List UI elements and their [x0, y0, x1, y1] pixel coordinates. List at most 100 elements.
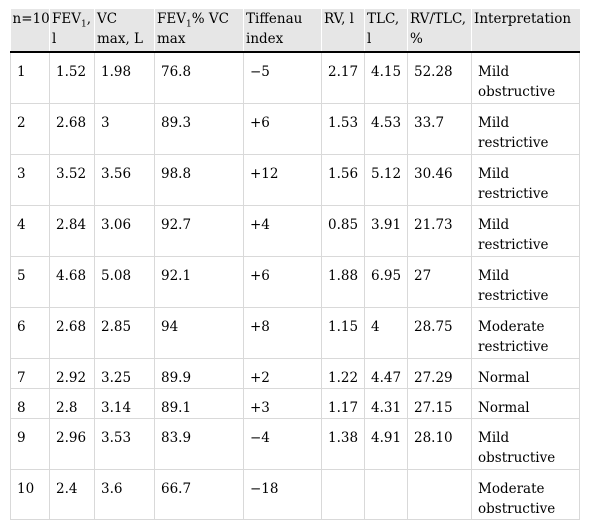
cell-rv-tlc: 30.46	[407, 154, 472, 206]
cell-interpretation: Mild restrictive	[471, 256, 580, 308]
cell-vc-max: 3	[94, 103, 155, 155]
cell-tlc: 6.95	[364, 256, 408, 308]
cell-tiffenau-index: +4	[243, 205, 322, 257]
cell-tiffenau-index: −5	[243, 52, 322, 104]
table-row: 7 2.92 3.25 89.9 +2 1.22 4.47 27.29 Normal	[10, 358, 580, 389]
table-row: 10 2.4 3.6 66.7 −18 Moderate obstructive	[10, 469, 580, 520]
cell-vc-max: 5.08	[94, 256, 155, 308]
header-fev1-vc-max: FEV1% VC max	[154, 9, 244, 53]
cell-n: 1	[10, 52, 50, 104]
cell-rv: 1.22	[321, 358, 365, 389]
cell-rv: 1.53	[321, 103, 365, 155]
cell-vc-max: 3.56	[94, 154, 155, 206]
cell-rv: 1.88	[321, 256, 365, 308]
cell-n: 8	[10, 388, 50, 419]
table-row: 3 3.52 3.56 98.8 +12 1.56 5.12 30.46 Mild restri…	[10, 154, 580, 206]
cell-rv-tlc	[407, 469, 472, 520]
cell-tiffenau-index: −4	[243, 418, 322, 470]
cell-rv: 0.85	[321, 205, 365, 257]
cell-rv-tlc: 52.28	[407, 52, 472, 104]
cell-fev1-vc-max: 76.8	[154, 52, 244, 104]
cell-rv: 2.17	[321, 52, 365, 104]
cell-rv: 1.15	[321, 307, 365, 359]
cell-tlc: 3.91	[364, 205, 408, 257]
header-fev1: FEV1, l	[49, 9, 95, 53]
table-row: 5 4.68 5.08 92.1 +6 1.88 6.95 27 Mild restrictiv…	[10, 256, 580, 308]
cell-interpretation: Mild restrictive	[471, 103, 580, 155]
cell-n: 3	[10, 154, 50, 206]
header-rv: RV, l	[321, 9, 365, 53]
cell-fev1: 2.68	[49, 103, 95, 155]
cell-rv-tlc: 27	[407, 256, 472, 308]
cell-interpretation: Moderate restrictive	[471, 307, 580, 359]
cell-fev1: 3.52	[49, 154, 95, 206]
header-interpretation: Interpretation	[471, 9, 580, 53]
header-rv-tlc: RV/TLC, %	[407, 9, 472, 53]
cell-rv-tlc: 27.29	[407, 358, 472, 389]
cell-interpretation: Normal	[471, 388, 580, 419]
cell-vc-max: 3.06	[94, 205, 155, 257]
cell-rv-tlc: 28.10	[407, 418, 472, 470]
cell-vc-max: 2.85	[94, 307, 155, 359]
cell-tiffenau-index: +12	[243, 154, 322, 206]
cell-fev1: 2.8	[49, 388, 95, 419]
cell-tiffenau-index: +6	[243, 256, 322, 308]
cell-tlc: 5.12	[364, 154, 408, 206]
cell-fev1-vc-max: 89.3	[154, 103, 244, 155]
cell-n: 4	[10, 205, 50, 257]
cell-rv-tlc: 33.7	[407, 103, 472, 155]
table-row: 2 2.68 3 89.3 +6 1.53 4.53 33.7 Mild restrictive	[10, 103, 580, 155]
table-row: 8 2.8 3.14 89.1 +3 1.17 4.31 27.15 Normal	[10, 388, 580, 419]
cell-tiffenau-index: −18	[243, 469, 322, 520]
header-tiffenau-index: Tiffenau index	[243, 9, 322, 53]
cell-fev1: 2.68	[49, 307, 95, 359]
table-row: 9 2.96 3.53 83.9 −4 1.38 4.91 28.10 Mild obstruc…	[10, 418, 580, 470]
cell-rv: 1.17	[321, 388, 365, 419]
cell-fev1: 2.84	[49, 205, 95, 257]
cell-fev1-vc-max: 89.1	[154, 388, 244, 419]
cell-tlc	[364, 469, 408, 520]
header-tlc: TLC, l	[364, 9, 408, 53]
cell-rv: 1.56	[321, 154, 365, 206]
cell-tlc: 4.31	[364, 388, 408, 419]
table-row: 6 2.68 2.85 94 +8 1.15 4 28.75 Moderate restrict…	[10, 307, 580, 359]
cell-n: 9	[10, 418, 50, 470]
cell-interpretation: Mild restrictive	[471, 205, 580, 257]
cell-vc-max: 3.25	[94, 358, 155, 389]
cell-fev1-vc-max: 66.7	[154, 469, 244, 520]
cell-n: 5	[10, 256, 50, 308]
cell-n: 6	[10, 307, 50, 359]
cell-fev1-vc-max: 94	[154, 307, 244, 359]
cell-fev1-vc-max: 83.9	[154, 418, 244, 470]
cell-rv-tlc: 21.73	[407, 205, 472, 257]
table-row: 4 2.84 3.06 92.7 +4 0.85 3.91 21.73 Mild restric…	[10, 205, 580, 257]
table-row: 1 1.52 1.98 76.8 −5 2.17 4.15 52.28 Mild obstruc…	[10, 52, 580, 104]
cell-rv: 1.38	[321, 418, 365, 470]
cell-fev1-vc-max: 92.1	[154, 256, 244, 308]
header-row: n=10 FEV1, l VC max, L FEV1% VC max Tiff…	[10, 9, 580, 53]
cell-n: 7	[10, 358, 50, 389]
cell-tlc: 4.47	[364, 358, 408, 389]
spirometry-table: n=10 FEV1, l VC max, L FEV1% VC max Tiff…	[10, 9, 580, 520]
cell-fev1: 1.52	[49, 52, 95, 104]
cell-tiffenau-index: +2	[243, 358, 322, 389]
cell-tlc: 4.15	[364, 52, 408, 104]
cell-fev1: 2.4	[49, 469, 95, 520]
cell-vc-max: 3.14	[94, 388, 155, 419]
cell-n: 2	[10, 103, 50, 155]
cell-fev1-vc-max: 89.9	[154, 358, 244, 389]
cell-interpretation: Normal	[471, 358, 580, 389]
cell-vc-max: 3.6	[94, 469, 155, 520]
cell-fev1: 4.68	[49, 256, 95, 308]
cell-vc-max: 1.98	[94, 52, 155, 104]
cell-interpretation: Mild obstructive	[471, 52, 580, 104]
cell-interpretation: Mild obstructive	[471, 418, 580, 470]
cell-interpretation: Mild restrictive	[471, 154, 580, 206]
cell-fev1: 2.96	[49, 418, 95, 470]
cell-tlc: 4	[364, 307, 408, 359]
cell-fev1-vc-max: 92.7	[154, 205, 244, 257]
cell-fev1: 2.92	[49, 358, 95, 389]
header-n: n=10	[10, 9, 50, 53]
cell-rv-tlc: 27.15	[407, 388, 472, 419]
cell-tiffenau-index: +6	[243, 103, 322, 155]
